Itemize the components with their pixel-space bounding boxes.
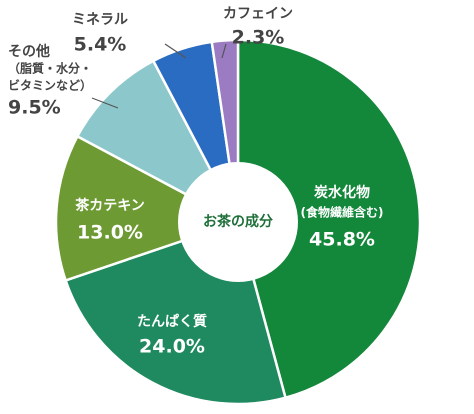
slice-label: ミネラル <box>72 12 128 28</box>
leader-line <box>91 97 119 109</box>
value-label: 5.4% <box>74 34 127 56</box>
slice <box>54 134 242 282</box>
chart-title: お茶の成分 <box>203 213 273 230</box>
slice-label: 茶カテキン <box>74 197 145 214</box>
slice-label: たんぱく質 <box>137 313 207 330</box>
slice <box>236 38 422 400</box>
leader-line <box>221 43 227 59</box>
slice-label: その他 <box>8 43 50 60</box>
value-label: 13.0% <box>77 222 143 244</box>
value-label: 2.3% <box>232 27 285 49</box>
slice-label: カフェイン <box>223 6 293 22</box>
leader-line <box>164 43 187 59</box>
value-label: 45.8% <box>309 229 375 251</box>
donut-hole <box>178 162 298 282</box>
slice-label: ビタミンなど） <box>8 78 92 93</box>
slice-label: （脂質・水分・ <box>8 61 92 76</box>
slice-label: (食物繊維含む) <box>301 205 384 220</box>
slices <box>54 38 422 406</box>
value-label: 24.0% <box>139 336 205 358</box>
slice-label: 炭水化物 <box>314 184 370 201</box>
value-label: 9.5% <box>8 97 61 119</box>
